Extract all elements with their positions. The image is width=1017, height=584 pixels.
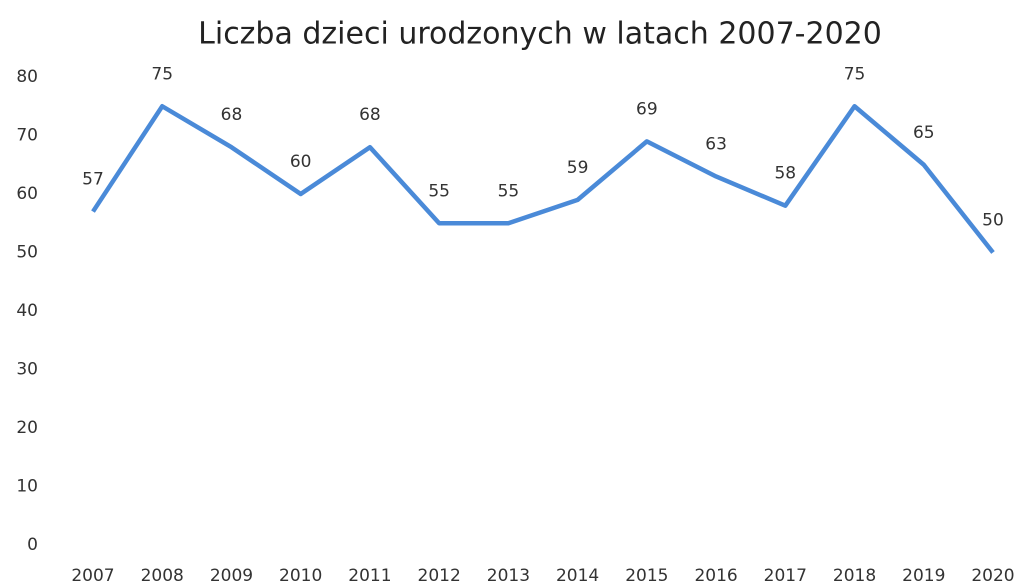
- chart-title: Liczba dzieci urodzonych w latach 2007-2…: [198, 17, 882, 52]
- x-tick-label: 2015: [625, 566, 668, 584]
- data-label: 65: [913, 123, 935, 143]
- y-tick-label: 30: [16, 360, 38, 380]
- data-label: 55: [428, 181, 450, 201]
- x-tick-label: 2016: [694, 566, 737, 584]
- x-tick-label: 2009: [210, 566, 253, 584]
- line-series: [91, 104, 995, 254]
- y-tick-label: 10: [16, 477, 38, 497]
- y-tick-label: 60: [16, 184, 38, 204]
- x-tick-label: 2013: [487, 566, 530, 584]
- data-label: 57: [82, 170, 104, 190]
- x-tick-label: 2012: [418, 566, 461, 584]
- data-label: 55: [498, 181, 520, 201]
- x-tick-label: 2008: [141, 566, 184, 584]
- data-label: 69: [636, 99, 658, 119]
- x-tick-label: 2011: [348, 566, 391, 584]
- data-label: 68: [221, 105, 243, 125]
- x-tick-label: 2007: [71, 566, 114, 584]
- data-label: 58: [774, 164, 796, 184]
- y-tick-label: 70: [16, 126, 38, 146]
- data-label: 68: [359, 105, 381, 125]
- data-label: 59: [567, 158, 589, 178]
- data-label: 50: [982, 211, 1004, 231]
- y-tick-label: 20: [16, 418, 38, 438]
- x-tick-label: 2020: [971, 566, 1014, 584]
- x-tick-label: 2014: [556, 566, 599, 584]
- x-tick-label: 2010: [279, 566, 322, 584]
- x-tick-label: 2018: [833, 566, 876, 584]
- data-label: 63: [705, 134, 727, 154]
- x-tick-label: 2017: [764, 566, 807, 584]
- data-label: 75: [844, 64, 866, 84]
- y-tick-label: 0: [27, 535, 38, 555]
- y-tick-label: 50: [16, 243, 38, 263]
- y-tick-label: 80: [16, 67, 38, 87]
- data-label: 75: [151, 64, 173, 84]
- x-tick-label: 2019: [902, 566, 945, 584]
- data-label: 60: [290, 152, 312, 172]
- y-tick-label: 40: [16, 301, 38, 321]
